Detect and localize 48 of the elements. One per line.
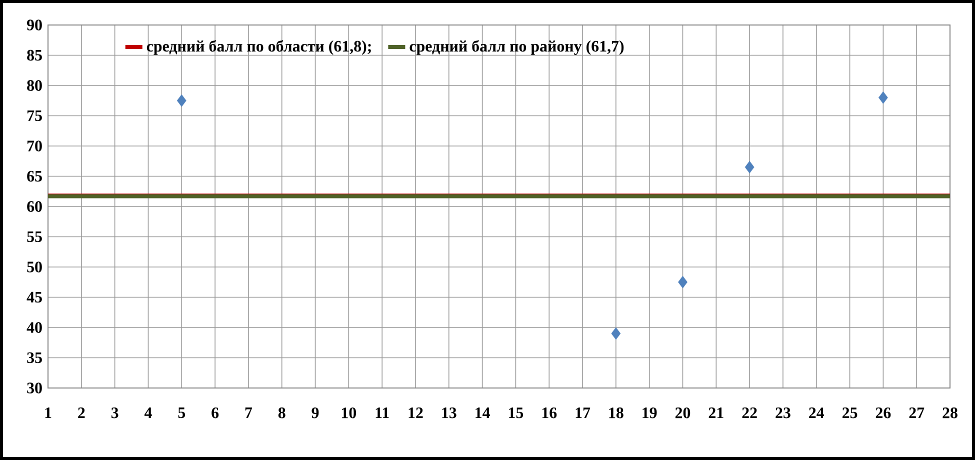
- x-tick-label: 21: [708, 408, 724, 418]
- legend-label: средний балл по области (61,8);: [146, 40, 371, 55]
- x-tick-label: 11: [376, 408, 389, 418]
- point: [878, 91, 888, 104]
- legend-label: средний балл по району (61,7): [410, 40, 624, 55]
- x-tick-label: 3: [111, 408, 118, 418]
- y-tick-label: 45: [26, 292, 42, 303]
- x-tick-label: 7: [245, 407, 252, 418]
- x-tick-label: 25: [842, 408, 858, 418]
- y-tick-label: 60: [27, 201, 42, 212]
- y-tick-label: 80: [27, 80, 42, 91]
- x-tick-label: 12: [408, 408, 423, 418]
- x-tick-label: 23: [776, 408, 790, 418]
- x-tick-label: 6: [212, 408, 219, 418]
- point: [744, 160, 754, 174]
- y-tick-label: 85: [27, 50, 42, 61]
- y-tick-label: 70: [27, 140, 42, 152]
- x-tick-label: 17: [576, 408, 590, 418]
- x-tick-label: 14: [476, 408, 490, 418]
- x-tick-label: 2: [78, 408, 85, 418]
- point: [678, 276, 688, 288]
- y-tick-label: 30: [27, 382, 42, 394]
- x-tick-label: 27: [909, 408, 924, 418]
- y-tick-label: 35: [27, 352, 42, 364]
- x-tick-label: 24: [809, 408, 824, 418]
- x-tick-label: 13: [442, 408, 456, 418]
- x-tick-label: 26: [876, 408, 891, 418]
- y-tick-label: 65: [27, 170, 42, 182]
- x-tick-label: 5: [178, 407, 186, 418]
- y-tick-label: 75: [27, 110, 42, 122]
- y-tick-label: 50: [27, 262, 42, 272]
- x-tick-label: 22: [742, 408, 757, 418]
- x-tick-label: 10: [342, 408, 356, 418]
- x-tick-label: 9: [312, 408, 319, 418]
- x-tick-label: 16: [542, 408, 557, 418]
- y-tick-label: 40: [26, 322, 42, 333]
- x-tick-label: 1: [45, 408, 52, 418]
- x-tick-label: 8: [278, 408, 286, 418]
- x-tick-label: 15: [509, 408, 524, 418]
- x-tick-label: 4: [144, 408, 152, 418]
- x-tick-label: 19: [642, 408, 657, 418]
- point: [611, 327, 621, 340]
- x-tick-label: 28: [942, 408, 958, 418]
- x-tick-label: 20: [675, 408, 690, 418]
- y-tick-label: 90: [26, 20, 42, 30]
- x-tick-label: 18: [609, 408, 624, 418]
- y-tick-label: 55: [27, 231, 42, 242]
- point: [176, 94, 186, 107]
